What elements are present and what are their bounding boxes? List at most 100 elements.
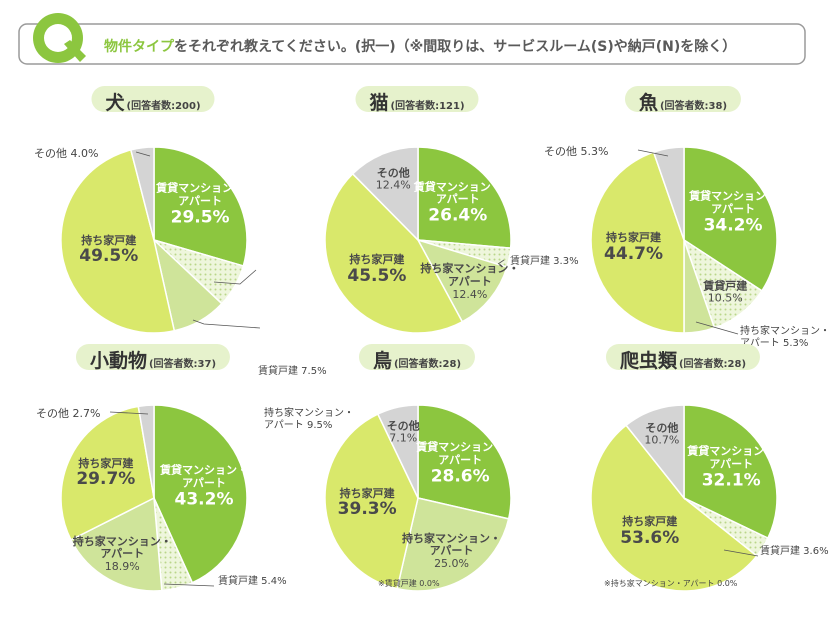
slice-label: 持ち家戸建 49.5% bbox=[79, 233, 139, 267]
slice-name: 賃貸戸建 5.4% bbox=[218, 576, 287, 587]
slice-label: 賃貸マンション・ アパート 28.6% bbox=[416, 440, 505, 487]
slice-name: 持ち家マンション・ bbox=[72, 534, 172, 548]
slice-name: その他 bbox=[376, 166, 410, 180]
pie-slice bbox=[324, 413, 419, 590]
slice-name: 持ち家マンション・ bbox=[264, 408, 354, 419]
respondent-count: (回答者数:28) bbox=[393, 359, 462, 370]
chart-title-pill: 猫 (回答者数:121) bbox=[355, 86, 479, 114]
pie-slice bbox=[652, 146, 685, 241]
slice-name: アパート 9.5% bbox=[264, 419, 333, 431]
slice-label: 賃貸戸建 3.6% bbox=[760, 546, 829, 558]
slice-percent: 25.0% bbox=[434, 556, 470, 570]
chart-title: 犬 bbox=[105, 92, 125, 114]
slice-name: 持ち家戸建 bbox=[78, 456, 134, 470]
slice-name: 持ち家戸建 bbox=[622, 515, 678, 529]
respondent-count: (回答者数:200) bbox=[126, 101, 201, 112]
slice-label: 持ち家戸建 44.7% bbox=[604, 232, 663, 264]
pie-chart-panel: 小動物 (回答者数:37) 賃貸マンション・ アパート 43.2% 賃貸戸建 5.4% 持ち… bbox=[18, 344, 288, 624]
slice-name: アパート bbox=[435, 192, 480, 206]
chart-title: 爬虫類 bbox=[619, 350, 677, 372]
slice-percent: 12.4% bbox=[375, 178, 411, 192]
slice-name: アパート bbox=[447, 275, 492, 289]
pie-slice bbox=[60, 405, 155, 541]
pie-slice bbox=[324, 172, 464, 334]
slice-name: 賃貸マンション・ bbox=[413, 180, 502, 194]
pie-chart-panel: 猫 (回答者数:121) 賃貸マンション・ アパート 26.4% 賃貸戸建 3.3% 持ち家… bbox=[282, 86, 579, 366]
slice-name: 賃貸マンション・ bbox=[416, 440, 505, 454]
pie-slice bbox=[396, 497, 510, 592]
slice-label: その他 4.0% bbox=[34, 147, 99, 160]
slice-label: 賃貸マンション・ アパート 34.2% bbox=[689, 190, 777, 236]
question-header: 物件タイプをそれぞれ教えてください。(択一)（※間取りは、サービスルーム(S)や… bbox=[18, 13, 808, 66]
slice-name: その他 bbox=[386, 419, 420, 433]
slice-label: 持ち家戸建 45.5% bbox=[347, 254, 406, 286]
slice-percent: 10.7% bbox=[644, 433, 680, 447]
slice-name: 持ち家戸建 bbox=[606, 231, 662, 245]
slice-label: 賃貸戸建 7.5% bbox=[258, 366, 327, 378]
slice-label: 賃貸戸建 3.3% bbox=[510, 256, 579, 268]
leader-line bbox=[213, 269, 257, 285]
respondent-count: (回答者数:38) bbox=[659, 101, 728, 112]
slice-name: アパート bbox=[711, 202, 755, 216]
pie-chart bbox=[590, 146, 778, 335]
question-rest: をそれぞれ教えてください。(択一)（※間取りは、サービスルーム(S)や納戸(N)… bbox=[174, 39, 737, 55]
pie-slice bbox=[153, 404, 248, 584]
pie-slice bbox=[69, 496, 163, 592]
slice-percent: 12.4% bbox=[452, 287, 488, 301]
slice-percent: 28.6% bbox=[430, 466, 490, 487]
leader-line bbox=[163, 583, 215, 587]
slice-label: 持ち家マンション・ アパート 5.3% bbox=[740, 326, 830, 349]
pie-slice bbox=[590, 424, 758, 592]
chart-title: 魚 bbox=[638, 92, 658, 114]
question-text: 物件タイプをそれぞれ教えてください。(択一)（※間取りは、サービスルーム(S)や… bbox=[104, 36, 736, 56]
pie-chart bbox=[324, 404, 512, 592]
slice-name: アパート bbox=[100, 547, 145, 561]
slice-percent: 39.3% bbox=[337, 499, 397, 520]
slice-name: アパート 5.3% bbox=[740, 337, 809, 349]
slice-percent: 34.2% bbox=[703, 215, 763, 236]
slice-name: 持ち家マンション・ bbox=[420, 262, 520, 276]
pie-chart bbox=[590, 404, 778, 592]
slice-label: 持ち家マンション・ アパート 25.0% bbox=[402, 531, 502, 571]
slice-percent: 26.4% bbox=[428, 205, 488, 226]
slice-percent: 32.1% bbox=[701, 470, 761, 491]
slice-name: 持ち家マンション・ bbox=[402, 531, 502, 545]
slice-percent: 18.9% bbox=[104, 560, 140, 574]
pie-chart bbox=[60, 146, 261, 334]
leader-line bbox=[135, 151, 151, 157]
slice-label: その他 7.1% bbox=[386, 419, 420, 445]
respondent-count: (回答者数:28) bbox=[678, 359, 747, 370]
slice-label: 賃貸マンション・ アパート 29.5% bbox=[156, 182, 244, 228]
pie-chart-panel: 鳥 (回答者数:28) 賃貸マンション・ アパート 28.6% 持ち家マンション・ アパート… bbox=[282, 344, 552, 624]
respondent-count: (回答者数:121) bbox=[390, 101, 465, 112]
slice-name: 賃貸戸建 7.5% bbox=[258, 366, 327, 377]
slice-name: 賃貸マンション・ bbox=[160, 463, 248, 477]
chart-title-pill: 魚 (回答者数:38) bbox=[624, 86, 742, 114]
slice-percent: 7.1% bbox=[389, 431, 418, 445]
slice-name: 持ち家戸建 bbox=[81, 233, 137, 247]
leader-line bbox=[723, 549, 759, 557]
question-highlight: 物件タイプ bbox=[104, 39, 174, 55]
pie-chart-panel: 爬虫類 (回答者数:28) 賃貸マンション・ アパート 32.1% 賃貸戸建 3.6% 持ち… bbox=[548, 344, 829, 624]
slice-name: 賃貸戸建 3.6% bbox=[760, 546, 829, 557]
slice-label: 賃貸戸建 5.4% bbox=[218, 576, 287, 588]
leader-line bbox=[109, 411, 149, 415]
pie-slice bbox=[60, 149, 176, 334]
pie-slice bbox=[153, 146, 248, 267]
pie-slice bbox=[129, 146, 155, 241]
slice-percent: 49.5% bbox=[79, 246, 139, 267]
slice-label: その他 10.7% bbox=[644, 421, 680, 447]
slice-percent: 53.6% bbox=[620, 527, 680, 548]
pie-chart bbox=[324, 146, 512, 334]
chart-footnote: ※持ち家マンション・アパート 0.0% bbox=[604, 579, 738, 588]
pie-slice bbox=[376, 404, 419, 499]
chart-title-pill: 犬 (回答者数:200) bbox=[91, 86, 215, 114]
slice-label: その他 12.4% bbox=[375, 166, 411, 192]
pie-chart-panel: 犬 (回答者数:200) 賃貸マンション・ アパート 29.5% 賃貸戸建 7.5% 持ち家… bbox=[18, 86, 354, 431]
slice-label: その他 2.7% bbox=[36, 407, 101, 420]
slice-name: 賃貸マンション・ bbox=[687, 444, 776, 458]
question-frame bbox=[18, 23, 806, 65]
slice-label: 持ち家戸建 29.7% bbox=[76, 456, 135, 490]
chart-footnote: ※賃貸戸建 0.0% bbox=[378, 579, 440, 588]
slice-name: 賃貸戸建 3.3% bbox=[510, 256, 579, 267]
